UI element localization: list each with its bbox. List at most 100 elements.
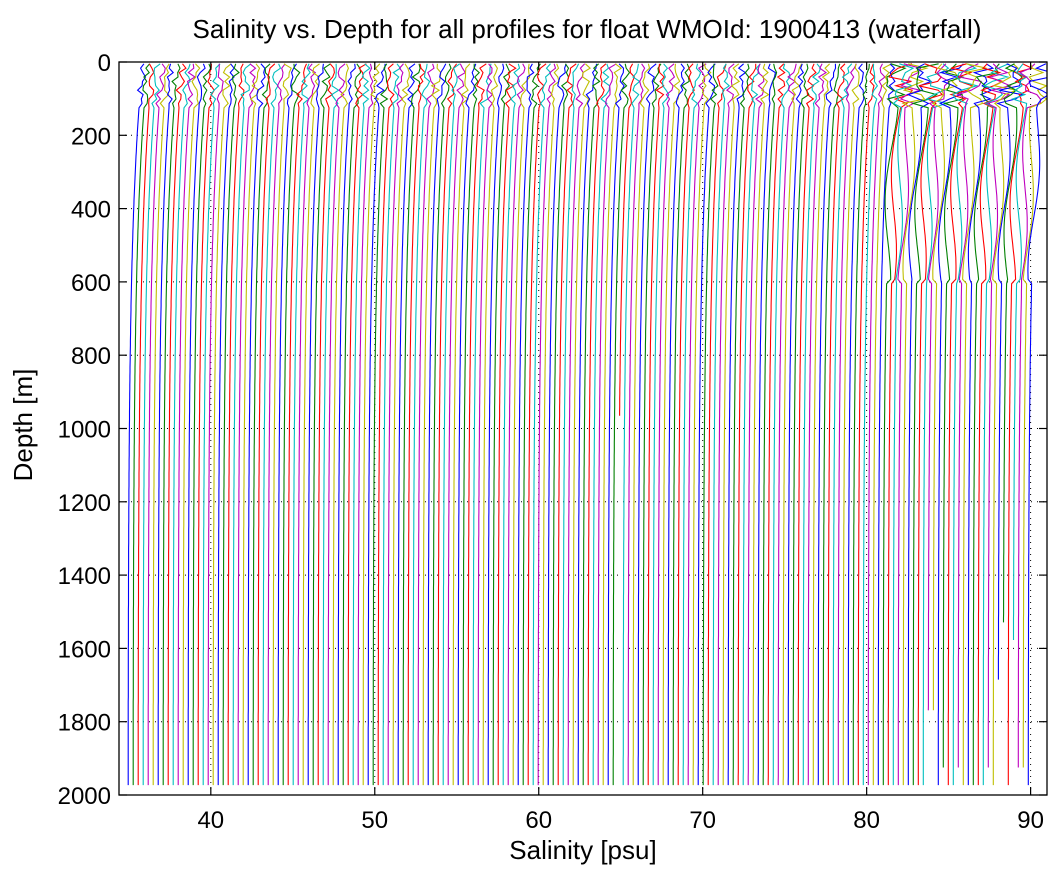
profile-line	[447, 63, 467, 786]
profile-line	[337, 63, 356, 786]
profile-line	[182, 63, 201, 786]
profile-line	[567, 63, 586, 786]
profile-line	[742, 63, 761, 786]
profile-line	[427, 63, 447, 786]
profile-line	[757, 63, 777, 786]
y-tick-label: 1400	[58, 563, 111, 590]
profile-line	[487, 63, 505, 786]
profile-line	[362, 63, 381, 786]
profile-line	[607, 63, 625, 786]
profile-line	[787, 63, 805, 786]
profile-line	[712, 63, 731, 786]
profile-line	[612, 63, 631, 786]
profile-line	[906, 63, 933, 786]
profile-line	[527, 63, 547, 786]
profile-line	[267, 63, 286, 786]
profile-line	[502, 63, 521, 786]
profile-line	[967, 63, 995, 786]
profile-line	[192, 63, 212, 786]
profile-line	[602, 63, 623, 786]
profile-line	[157, 63, 175, 786]
profile-line	[942, 63, 965, 768]
profile-line	[317, 63, 335, 786]
profile-line	[637, 63, 657, 786]
profile-line	[972, 63, 1000, 786]
profile-line	[882, 63, 907, 786]
profile-line	[747, 63, 765, 786]
profile-line	[492, 63, 511, 786]
profile-line	[842, 63, 860, 786]
profile-line	[822, 63, 841, 786]
profile-line	[692, 63, 712, 786]
profile-line	[547, 63, 567, 786]
profile-line	[302, 63, 321, 786]
profile-line	[582, 63, 601, 786]
profile-line	[752, 63, 770, 786]
profile-line	[127, 63, 147, 786]
profile-line	[452, 63, 471, 786]
profile-line	[667, 63, 685, 786]
profile-line	[619, 63, 636, 416]
profile-line	[837, 63, 857, 786]
profile-line	[222, 63, 240, 786]
profile-line	[342, 63, 362, 786]
profile-line	[677, 63, 695, 786]
profile-line	[537, 63, 557, 786]
profile-line	[352, 63, 371, 786]
profile-line	[887, 63, 914, 786]
profile-line	[507, 63, 526, 786]
profile-line	[947, 63, 974, 786]
profile-line	[477, 63, 494, 786]
profile-line	[512, 63, 531, 786]
profile-line	[986, 63, 1013, 768]
profile-line	[462, 63, 481, 786]
profile-line	[307, 63, 324, 786]
profile-line	[1017, 63, 1041, 768]
profile-line	[322, 63, 340, 786]
profile-line	[647, 63, 665, 786]
profile-line	[777, 63, 797, 786]
profile-line	[207, 63, 224, 786]
profile-line	[996, 63, 1024, 680]
profile-line	[917, 63, 944, 786]
profile-line	[532, 63, 552, 786]
y-tick-label: 200	[71, 123, 111, 150]
profile-line	[417, 63, 436, 786]
plot-area	[127, 63, 1047, 786]
profile-line	[137, 63, 155, 786]
profile-line	[187, 63, 206, 786]
profile-line	[212, 63, 232, 786]
profile-line	[472, 63, 492, 786]
profile-line	[327, 63, 346, 786]
y-tick-label: 400	[71, 197, 111, 224]
x-tick-label: 80	[853, 807, 880, 834]
profile-line	[597, 63, 617, 786]
profile-line	[572, 63, 592, 786]
chart-title: Salinity vs. Depth for all profiles for …	[193, 14, 982, 44]
profile-line	[542, 63, 560, 786]
profile-line	[262, 63, 282, 786]
profile-line	[867, 63, 886, 786]
profile-line	[587, 63, 607, 786]
profile-line	[257, 63, 276, 786]
profile-line	[807, 63, 827, 786]
profile-line	[577, 63, 598, 786]
profile-line	[227, 63, 245, 786]
profile-line	[467, 63, 487, 786]
profile-line	[1010, 63, 1029, 640]
profile-line	[722, 63, 741, 786]
profile-line	[357, 63, 374, 786]
profile-line	[802, 63, 822, 786]
profile-line	[962, 63, 987, 786]
profile-line	[292, 63, 311, 786]
profile-line	[622, 63, 641, 786]
profile-line	[1022, 63, 1047, 768]
profile-line	[387, 63, 404, 786]
profile-line	[557, 63, 577, 786]
profile-line	[457, 63, 477, 786]
profile-line	[202, 63, 221, 786]
y-tick-label: 800	[71, 343, 111, 370]
y-tick-label: 1200	[58, 490, 111, 517]
profile-line	[911, 63, 939, 786]
profile-line	[767, 63, 786, 786]
